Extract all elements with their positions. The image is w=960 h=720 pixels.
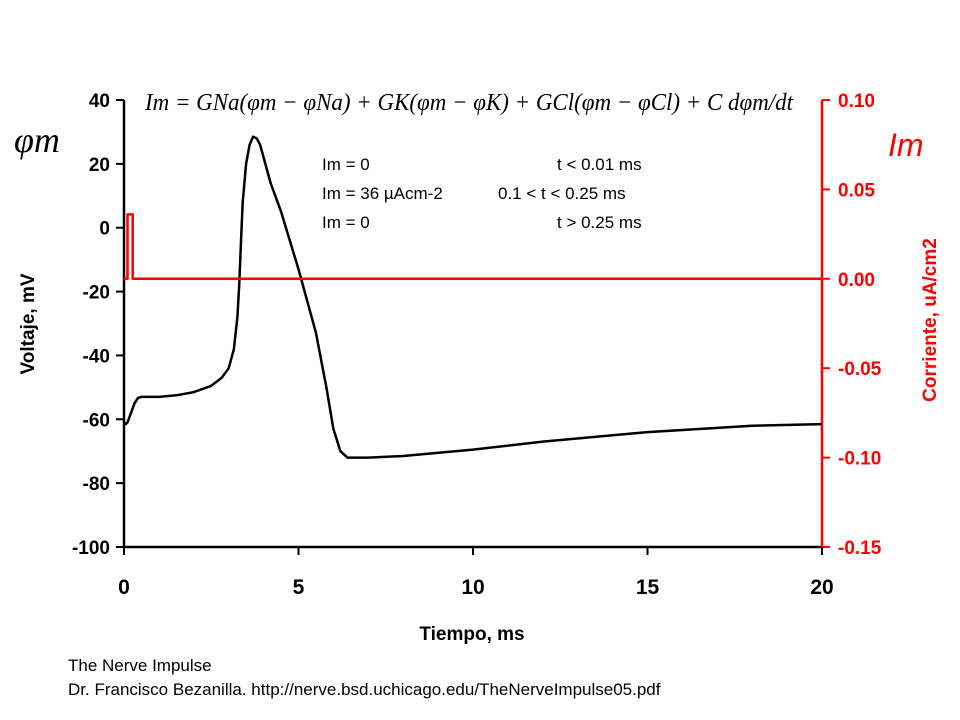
x-tick-label: 15 xyxy=(636,576,660,599)
y-left-tick-label: -40 xyxy=(83,346,110,367)
left-symbol: φm xyxy=(14,120,60,160)
y-right-tick-label: 0.00 xyxy=(838,270,875,291)
condition-2-time: 0.1 < t < 0.25 ms xyxy=(498,184,626,203)
condition-1-current: Im = 0 xyxy=(322,155,370,174)
chart-ticks: 40 20 0 -20 -40 -60 -80 -100 0.10 0.05 0.00 -0.05 -0… xyxy=(72,91,882,599)
y-left-tick-label: 40 xyxy=(89,91,110,112)
y-axis-right-label: Corriente, uA/cm2 xyxy=(920,238,941,402)
conditions-annotation: Im = 0 t < 0.01 ms Im = 36 µAcm-2 0.1 < … xyxy=(322,155,642,232)
condition-3-time: t > 0.25 ms xyxy=(557,213,642,232)
y-left-tick-label: -80 xyxy=(83,474,110,495)
source-title: The Nerve Impulse xyxy=(68,656,212,675)
x-tick-label: 0 xyxy=(118,576,130,599)
series-line-voltage xyxy=(123,135,823,459)
y-right-tick-label: -0.05 xyxy=(838,359,882,380)
equation: Im = GNa(φm − φNa) + GK(φm − φK) + GCl(φ… xyxy=(144,90,794,116)
x-tick-label: 5 xyxy=(293,576,305,599)
y-right-tick-label: 0.05 xyxy=(838,180,875,201)
chart-axes xyxy=(122,100,824,549)
source-citation: Dr. Francisco Bezanilla. http://nerve.bs… xyxy=(68,680,661,699)
condition-2-current: Im = 36 µAcm-2 xyxy=(322,184,443,203)
condition-3-current: Im = 0 xyxy=(322,213,370,232)
y-axis-left-label: Voltaje, mV xyxy=(18,273,39,374)
chart-series xyxy=(123,135,823,459)
y-right-tick-label: -0.10 xyxy=(838,449,881,470)
x-tick-label: 20 xyxy=(810,576,833,599)
y-left-tick-label: 0 xyxy=(99,219,110,240)
x-tick-label: 10 xyxy=(461,576,484,599)
y-right-tick-label: -0.15 xyxy=(838,538,882,559)
y-left-tick-label: -20 xyxy=(83,283,110,304)
x-axis-label: Tiempo, ms xyxy=(419,624,524,645)
y-left-tick-label: -100 xyxy=(72,538,110,559)
condition-1-time: t < 0.01 ms xyxy=(557,155,642,174)
y-left-tick-label: -60 xyxy=(83,410,110,431)
y-left-tick-label: 20 xyxy=(89,155,110,176)
y-right-tick-label: 0.10 xyxy=(838,91,875,112)
right-symbol: Im xyxy=(888,127,924,163)
series-line-current xyxy=(124,213,822,281)
